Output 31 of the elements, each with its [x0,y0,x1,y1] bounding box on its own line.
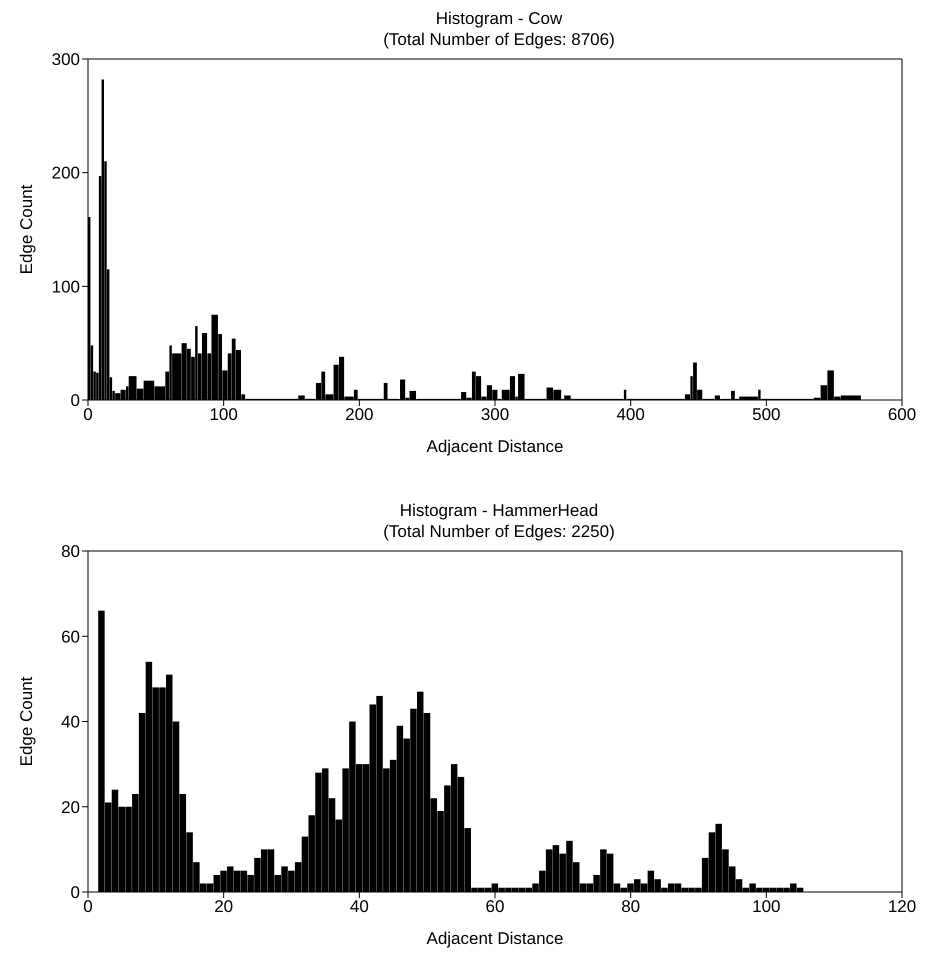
chart-subtitle: (Total Number of Edges: 2250) [382,521,616,542]
y-tick-label: 0 [70,391,80,410]
y-tick-label: 20 [61,798,80,817]
x-tick-label: 200 [345,405,374,424]
y-tick-label: 60 [61,627,80,646]
x-tick-label: 60 [486,897,504,916]
x-tick-label: 500 [752,405,781,424]
x-tick-label: 120 [888,897,916,916]
y-axis-title: Edge Count [17,676,36,766]
chart-subtitle: (Total Number of Edges: 8706) [382,29,616,50]
x-tick-label: 600 [888,405,916,424]
y-tick-label: 100 [52,277,80,296]
x-tick-label: 300 [480,405,510,424]
x-tick-label: 40 [350,897,369,916]
y-axis-title: Edge Count [17,184,36,274]
chart-title: Histogram - HammerHead [398,500,600,521]
y-tick-label: 0 [70,883,80,902]
x-axis-title: Adjacent Distance [426,437,564,456]
x-axis-title: Adjacent Distance [426,929,564,948]
x-tick-label: 0 [83,405,93,424]
x-tick-label: 0 [83,897,93,916]
y-tick-label: 40 [61,712,80,732]
x-tick-label: 100 [752,897,781,916]
x-tick-label: 20 [214,897,234,916]
chart-title: Histogram - Cow [434,8,564,29]
x-tick-label: 80 [621,897,640,916]
x-tick-label: 100 [209,405,238,424]
y-tick-label: 200 [52,164,80,183]
y-tick-label: 300 [52,50,80,70]
x-tick-label: 400 [616,405,645,424]
y-tick-label: 80 [61,542,80,562]
